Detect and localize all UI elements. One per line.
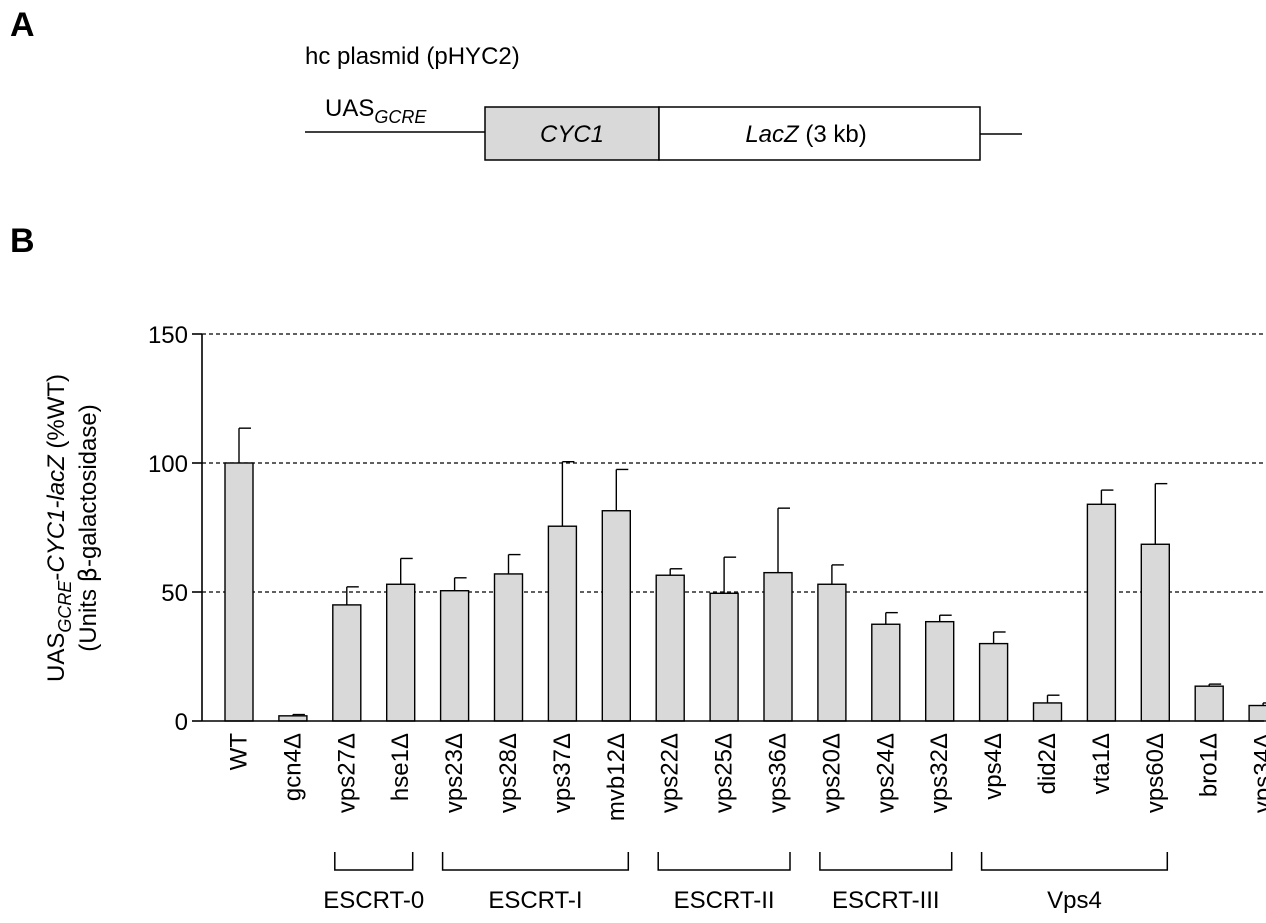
plasmid-title: hc plasmid (pHYC2) [305, 43, 520, 70]
bar-4 [439, 590, 470, 722]
error-bar-17 [1154, 482, 1168, 545]
group-label-4: Vps4 [1047, 887, 1102, 914]
category-label-11: vps20Δ [818, 733, 845, 813]
bar-18 [1194, 685, 1224, 722]
bar-7 [601, 510, 631, 722]
group-label-3: ESCRT-III [832, 887, 940, 914]
category-label-10: vps36Δ [765, 733, 792, 813]
error-bar-18 [1208, 683, 1222, 687]
bar-14 [978, 642, 1009, 722]
error-bar-7 [615, 468, 629, 511]
group-bracket-4 [980, 852, 1169, 871]
error-bar-13 [939, 614, 952, 622]
bar-8 [655, 574, 685, 722]
category-label-0: WT [226, 733, 253, 771]
panel-a-letter: A [10, 6, 35, 44]
error-bar-5 [507, 553, 521, 574]
uas-gcre-label: UASGCRE [325, 95, 427, 127]
bar-16 [1086, 503, 1117, 722]
y-axis-title-line2: (Units β-galactosidase) [74, 404, 102, 651]
category-label-17: vps60Δ [1142, 733, 1169, 813]
category-label-14: vps4Δ [980, 733, 1007, 800]
cyc1-label: CYC1 [540, 121, 604, 148]
category-label-18: bro1Δ [1196, 733, 1223, 797]
bar-3 [386, 583, 416, 722]
error-bar-16 [1100, 489, 1114, 505]
error-bar-3 [400, 557, 413, 585]
category-label-12: vps24Δ [872, 733, 899, 813]
y-tick-label-0: 0 [175, 709, 188, 736]
y-tick-label-50: 50 [161, 580, 188, 607]
error-bar-19 [1262, 702, 1266, 706]
bars: WT gcn4Δ vps27Δ hse1Δ vps23Δ vps28Δ vps37Δ mvb1… [224, 427, 1266, 821]
category-label-6: vps37Δ [549, 733, 576, 813]
lacz-box [658, 106, 981, 161]
error-bar-10 [777, 507, 790, 573]
error-bar-1 [292, 713, 305, 716]
y-axis-title-line1: UASGCRE-CYC1-lacZ (%WT) [43, 374, 75, 682]
group-label-0: ESCRT-0 [323, 887, 424, 914]
category-label-1: gcn4Δ [279, 733, 306, 801]
y-tick-label-150: 150 [148, 322, 188, 349]
category-label-19: vps34Δ [1250, 733, 1266, 813]
error-bar-2 [346, 586, 359, 605]
bar-13 [925, 620, 955, 722]
y-tick-label-100: 100 [148, 451, 188, 478]
error-bar-12 [885, 611, 898, 625]
category-label-4: vps23Δ [441, 733, 468, 813]
group-brackets: ESCRT-0 ESCRT-I ESCRT-II ESCRT-III Vps4 [323, 852, 1169, 914]
category-label-5: vps28Δ [495, 733, 522, 813]
group-bracket-1 [441, 852, 630, 871]
category-label-9: vps25Δ [711, 733, 738, 813]
category-label-2: vps27Δ [333, 733, 360, 813]
bar-10 [763, 571, 793, 722]
group-bracket-3 [819, 852, 953, 871]
axes: 0 50 100 150 [148, 322, 1264, 736]
error-bar-11 [831, 564, 844, 585]
error-bar-9 [723, 556, 737, 594]
group-bracket-2 [657, 852, 791, 871]
panel-b-letter: B [10, 222, 35, 260]
category-label-7: mvb12Δ [603, 733, 630, 821]
category-label-16: vta1Δ [1088, 733, 1115, 794]
category-label-8: vps22Δ [657, 733, 684, 813]
bar-19 [1248, 704, 1266, 722]
lacz-label: LacZ (3 kb) [745, 121, 866, 148]
error-bar-15 [1046, 694, 1060, 703]
bar-5 [493, 573, 524, 722]
category-label-3: hse1Δ [387, 733, 414, 801]
category-label-13: vps32Δ [926, 733, 953, 813]
error-bar-4 [453, 577, 467, 591]
bar-11 [817, 583, 847, 722]
bar-0 [224, 462, 254, 722]
error-bar-8 [669, 568, 683, 576]
bar-12 [871, 623, 901, 722]
y-axis-title: UASGCRE-CYC1-lacZ (%WT) (Units β-galacto… [43, 374, 102, 682]
bar-15 [1032, 702, 1063, 722]
bar-2 [332, 604, 362, 722]
group-bracket-0 [334, 852, 414, 871]
bar-6 [547, 525, 578, 722]
error-bar-14 [992, 631, 1006, 644]
bar-17 [1140, 543, 1171, 722]
error-bar-0 [238, 427, 251, 463]
plasmid-construct: UASGCRE CYC1 LacZ (3 kb) [305, 95, 1022, 161]
category-label-15: did2Δ [1034, 733, 1061, 794]
group-label-2: ESCRT-II [674, 887, 775, 914]
error-bar-6 [561, 461, 575, 527]
bar-9 [709, 592, 739, 722]
group-label-1: ESCRT-I [488, 887, 582, 914]
